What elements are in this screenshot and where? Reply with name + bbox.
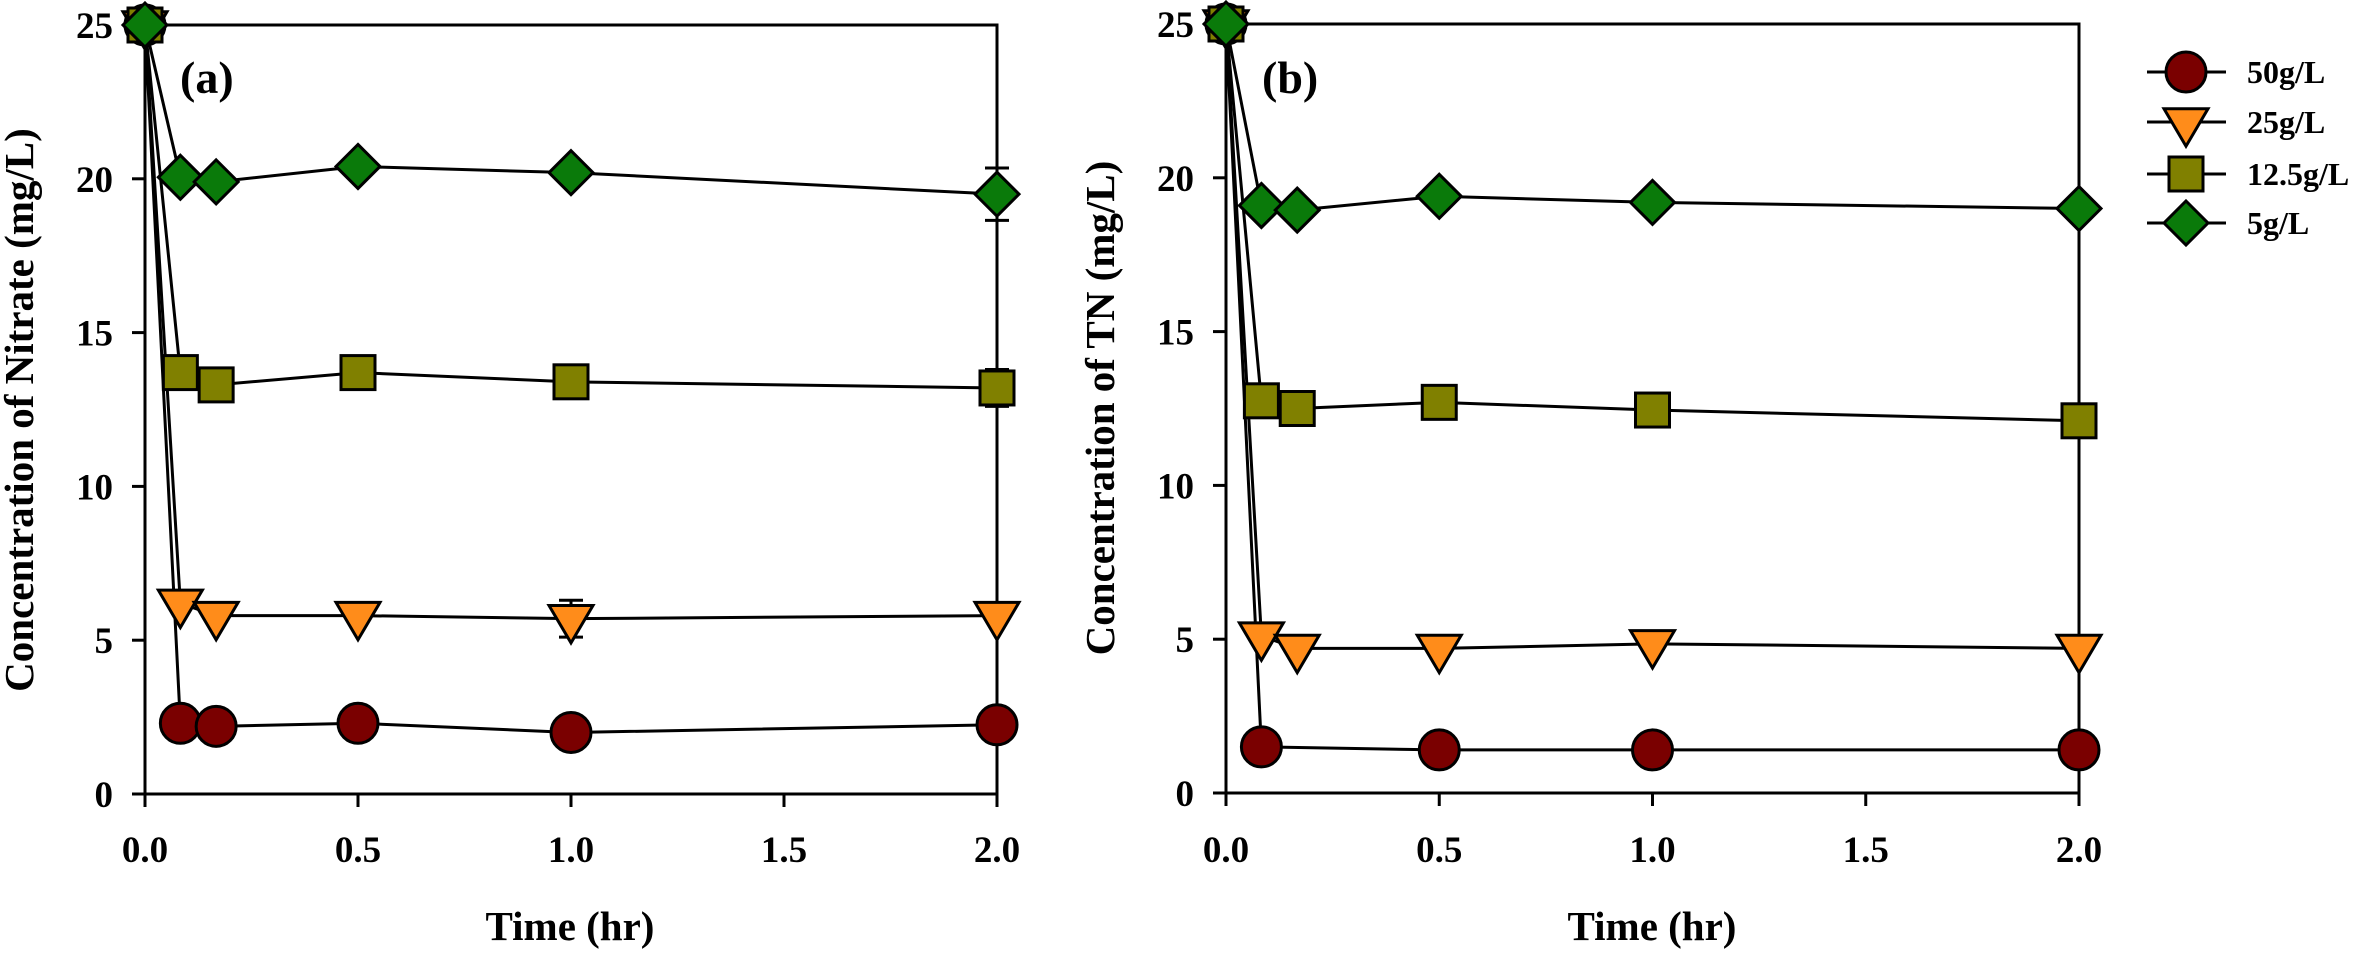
series-line-a-25g/L: [143, 24, 998, 621]
data-point: [191, 600, 241, 643]
legend: 50g/L 25g/L 12.5g/L 5g/L: [2147, 50, 2349, 248]
x-tick-label-a: 0.5: [335, 830, 381, 871]
data-point: [549, 710, 593, 754]
data-point: [972, 600, 1022, 643]
y-tick-label-b: 10: [1157, 466, 1194, 507]
y-tick-label-a: 10: [76, 467, 113, 508]
y-tick-label-b: 20: [1157, 159, 1194, 200]
series-line-b-25g/L: [1224, 23, 2080, 650]
data-point: [2054, 184, 2104, 233]
y-axis-title-a: Concentration of Nitrate (mg/L): [0, 128, 42, 692]
data-point: [333, 142, 383, 191]
x-tick-label-a: 0.0: [122, 830, 168, 871]
data-point: [552, 363, 590, 401]
data-point: [120, 0, 170, 50]
data-point: [1237, 181, 1286, 230]
legend-entry: 25g/L: [2147, 104, 2325, 150]
data-point: [161, 354, 199, 392]
data-point: [1415, 172, 1464, 221]
data-point: [333, 600, 383, 643]
series-a-25g/L: [120, 10, 1022, 646]
data-point: [1273, 185, 1322, 235]
legend-marker-square: [2167, 155, 2205, 193]
series-b-5g/L: [1201, 0, 2104, 235]
data-point: [155, 588, 205, 631]
legend-entry: 50g/L: [2147, 50, 2325, 94]
legend-marker-circle: [2164, 50, 2208, 94]
legend-entry: 5g/L: [2147, 198, 2309, 248]
legend-label: 5g/L: [2247, 205, 2309, 241]
data-point: [1631, 728, 1674, 772]
series-line-b-12.5g/L: [1224, 23, 2080, 423]
x-tick-label-a: 2.0: [974, 830, 1020, 871]
panel-label-a: (a): [180, 52, 234, 103]
data-point: [546, 148, 596, 197]
series-line-b-5g/L: [1224, 23, 2080, 212]
data-point: [1242, 382, 1280, 420]
x-tick-label-a: 1.0: [548, 830, 594, 871]
data-point: [1627, 629, 1678, 671]
plot-frame-a: [143, 23, 999, 796]
data-point: [1634, 391, 1671, 429]
x-tick-label-b: 1.0: [1629, 830, 1675, 871]
data-point: [194, 704, 238, 748]
x-tick-label-b: 1.5: [1843, 830, 1889, 871]
x-tick-label-b: 0.0: [1203, 830, 1249, 871]
x-axis-title-b: Time (hr): [1568, 903, 1737, 949]
series-line-a-12.5g/L: [143, 24, 998, 390]
data-point: [1272, 633, 1322, 676]
data-point: [1417, 728, 1461, 772]
data-point: [339, 354, 377, 392]
y-tick-label-a: 5: [95, 621, 114, 662]
legend-marker-diamond: [2161, 198, 2211, 248]
legend-label: 50g/L: [2247, 54, 2325, 90]
legend-label: 25g/L: [2247, 104, 2325, 140]
data-point: [1236, 621, 1287, 664]
x-tick-label-b: 0.5: [1416, 830, 1462, 871]
legend-marker-triangle-down: [2161, 107, 2211, 150]
legend-entry: 12.5g/L: [2147, 155, 2349, 193]
y-tick-label-a: 20: [76, 160, 113, 201]
panel-a-nitrate: (a) Concentration of Nitrate (mg/L) Time…: [0, 0, 1022, 949]
data-point: [978, 369, 1016, 407]
data-point: [2054, 633, 2104, 676]
x-tick-label-a: 1.5: [761, 830, 807, 871]
legend-label: 12.5g/L: [2247, 156, 2349, 192]
series-a-12.5g/L: [126, 6, 1016, 408]
y-axis-title-b: Concentration of TN (mg/L): [1077, 161, 1123, 656]
x-tick-label-b: 2.0: [2056, 830, 2102, 871]
y-tick-label-b: 25: [1157, 5, 1194, 46]
data-point: [972, 170, 1022, 219]
data-point: [975, 703, 1019, 747]
series-a-5g/L: [120, 0, 1022, 222]
data-point: [1414, 633, 1464, 676]
data-point: [197, 366, 235, 404]
data-point: [336, 701, 380, 745]
data-point: [158, 701, 202, 745]
data-point: [1628, 178, 1677, 227]
data-point: [1201, 0, 1251, 49]
data-point: [1278, 390, 1316, 427]
y-tick-label-b: 15: [1157, 313, 1194, 354]
data-point: [2057, 728, 2101, 772]
series-b-50g/L: [1204, 2, 2101, 772]
y-tick-label-a: 0: [95, 775, 114, 816]
panel-b-tn: (b) Concentration of TN (mg/L) Time (hr)…: [1077, 0, 2104, 949]
y-tick-label-b: 0: [1176, 774, 1195, 815]
data-point: [192, 157, 241, 206]
data-point: [156, 153, 205, 202]
data-point: [1239, 725, 1283, 769]
x-axis-title-a: Time (hr): [486, 903, 655, 949]
series-line-a-5g/L: [143, 24, 998, 196]
panel-label-b: (b): [1262, 52, 1318, 103]
series-b-25g/L: [1201, 9, 2104, 676]
data-point: [2060, 402, 2098, 440]
y-tick-label-a: 25: [76, 6, 113, 47]
y-tick-label-b: 5: [1176, 620, 1195, 661]
data-point: [1420, 383, 1458, 421]
y-tick-label-a: 15: [76, 314, 113, 355]
data-point: [546, 603, 596, 646]
